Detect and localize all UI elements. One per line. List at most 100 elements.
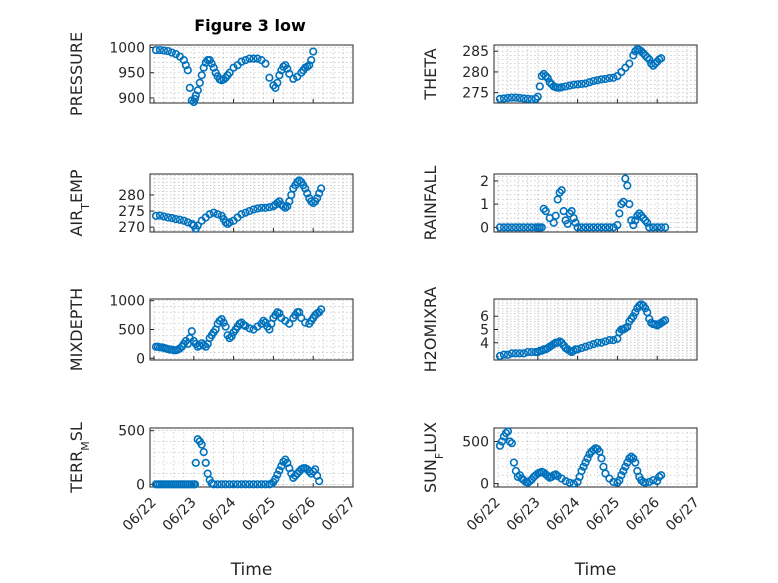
data-point [593,76,602,85]
panel-h2omixra: 456 H2OMIXRA [421,287,698,373]
data-point [303,189,312,198]
data-point [499,94,509,103]
data-point [237,210,246,219]
data-point [495,94,505,103]
data-point [163,213,173,222]
y-axis-label: H2OMIXRA [421,287,440,373]
data-point [621,174,630,183]
data-point [245,206,254,216]
y-tick-label: 275 [462,86,489,102]
data-point [259,316,268,325]
data-point [187,327,196,336]
data-point [573,345,582,354]
data-point [183,66,192,75]
data-point [597,75,606,84]
data-point [495,351,505,361]
y-axis-label: TERRMSL [67,422,92,494]
data-point [307,56,316,65]
data-point [190,480,200,489]
data-point [207,59,216,68]
data-point [609,73,618,82]
data-point [197,71,206,80]
data-point [275,71,284,80]
data-point [233,480,242,489]
data-point [641,478,650,487]
data-point [275,309,284,318]
data-point [213,210,222,219]
y-axis-label: AIRTEMP [67,169,92,236]
data-point [495,223,505,232]
data-point [507,349,517,358]
y-axis-label-part: TERR [67,451,86,494]
data-point [513,472,522,481]
data-point [537,223,546,232]
y-axis-label-subscript: T [79,203,92,211]
data-point [579,462,588,471]
data-point [573,223,582,232]
y-tick-label: 500 [118,323,145,339]
y-axis-label-part: LUX [421,422,440,453]
data-point [533,92,542,101]
data-point [245,480,254,489]
y-axis-label-part: SL [67,422,86,441]
data-point [577,466,586,476]
data-point [601,337,610,346]
data-point [289,473,298,482]
data-point [515,223,524,232]
data-point [185,83,194,92]
data-point [241,208,250,217]
x-axis-label: Time [230,560,273,580]
data-point [195,78,204,87]
data-point [627,452,636,461]
data-point [557,186,566,195]
data-point [151,211,161,220]
data-point [281,203,290,212]
data-point [561,82,570,91]
data-point [293,469,302,478]
data-point [285,319,294,328]
data-point [569,80,578,89]
data-point [507,439,517,448]
y-tick-label: 270 [118,220,145,236]
y-tick-label: 4 [480,336,489,352]
data-point [507,223,517,232]
data-point [241,321,250,331]
data-point [605,336,614,345]
data-point [181,61,190,70]
data-point [627,216,636,225]
data-point [209,208,218,217]
data-point [577,343,586,353]
data-point [205,210,214,219]
y-tick-label: 1000 [109,41,145,57]
data-point [515,349,524,358]
data-point [505,437,515,446]
data-point [315,189,324,198]
y-axis-label: RAINFALL [421,166,440,241]
data-point [629,220,638,230]
data-point [509,458,519,467]
data-point [257,203,266,212]
y-tick-label: 6 [480,309,489,325]
y-tick-label: 2 [480,174,489,190]
panel-pressure: 900 950 1000 PRESSURE [67,32,354,116]
panel-theta: 275 280 285 THETA [421,44,698,104]
data-point [629,312,638,321]
axes-box [493,44,698,104]
data-point [191,458,200,467]
data-point [645,55,654,64]
y-axis-label-part: EMP [67,169,86,203]
data-point [313,194,322,203]
y-tick-label: 0 [136,351,145,367]
data-point [581,79,590,88]
data-point [199,448,208,457]
y-tick-label: 280 [118,188,145,204]
data-point [519,349,528,358]
data-point [317,184,326,193]
data-point [563,219,572,228]
data-point [503,350,513,359]
data-point [649,476,658,485]
data-point [571,218,580,227]
y-tick-label: 950 [118,66,145,82]
data-point [279,202,288,211]
